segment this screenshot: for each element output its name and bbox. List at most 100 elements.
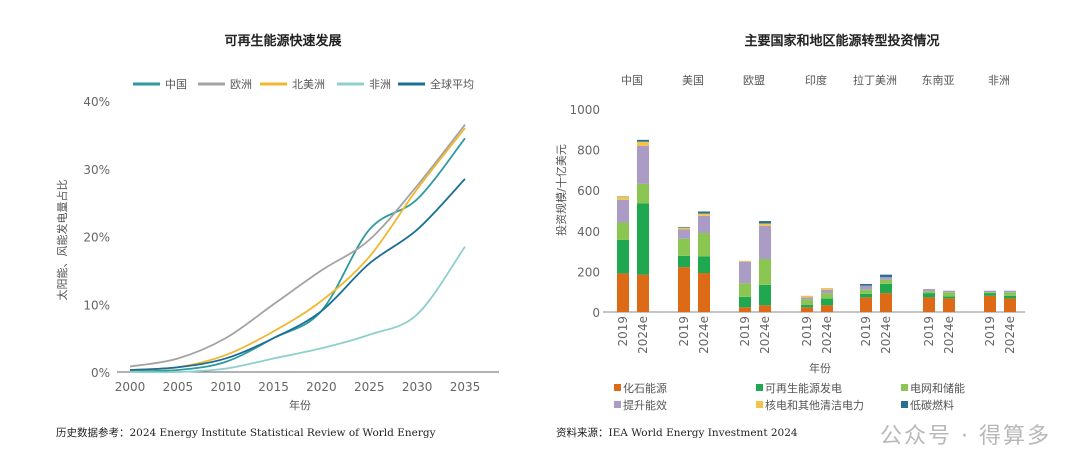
bar-segment [860, 285, 872, 290]
bar-segment [880, 279, 892, 284]
bar-segment [759, 259, 771, 285]
bar-segment [984, 295, 996, 312]
bar-segment [637, 203, 649, 275]
legend-swatch [901, 384, 908, 391]
bar-segment [617, 273, 629, 312]
legend-label: 化石能源 [623, 381, 667, 395]
legend-label: 可再生能源发电 [765, 381, 842, 395]
legend-label: 北美洲 [292, 78, 325, 91]
left-y-tick: 30% [83, 163, 110, 177]
left-y-tick: 0% [91, 366, 110, 380]
bar-category-label: 2019 [616, 316, 630, 347]
right-y-label: 投资规模/十亿美元 [554, 144, 568, 236]
legend-swatch [614, 401, 621, 408]
bar-segment [637, 141, 649, 146]
bar-segment [801, 297, 813, 300]
bar-segment [617, 199, 629, 223]
legend-label: 电网和储能 [910, 381, 965, 395]
watermark: 公众号 · 得算多 [880, 424, 1051, 449]
bar-category-label: 2019 [738, 316, 752, 347]
bar-segment [880, 293, 892, 312]
bar-segment [678, 226, 690, 228]
legend-label: 非洲 [369, 78, 391, 91]
left-y-tick: 10% [83, 298, 110, 312]
bar-segment [860, 297, 872, 312]
bar-segment [1004, 298, 1016, 312]
bar-segment [1004, 295, 1016, 299]
bar-segment [923, 293, 935, 298]
line-series-4 [129, 178, 466, 371]
left-y-tick: 40% [83, 95, 110, 109]
left-y-label: 太阳能、风能发电量占比 [55, 180, 69, 301]
bar-category-label: 2024e [697, 316, 711, 354]
bar-segment [739, 260, 751, 262]
bar-segment [678, 267, 690, 312]
bar-category-label: 2024e [942, 316, 956, 354]
left-x-tick: 2005 [163, 380, 194, 394]
bar-segment [637, 139, 649, 142]
bar-segment [984, 292, 996, 294]
right-y-tick: 800 [577, 144, 600, 158]
legend-swatch [756, 401, 763, 408]
right-chart-title: 主要国家和地区能源转型投资情况 [744, 33, 939, 49]
bar-segment [880, 277, 892, 280]
legend-label: 核电和其他清洁电力 [765, 398, 864, 412]
bar-segment [739, 283, 751, 297]
left-x-tick: 2000 [115, 380, 146, 394]
bar-segment [678, 229, 690, 239]
bar-segment [617, 239, 629, 274]
bar-segment [698, 256, 710, 274]
bar-segment [698, 273, 710, 312]
bar-category-label: 2019 [859, 316, 873, 347]
bar-segment [1004, 292, 1016, 296]
bar-segment [943, 292, 955, 297]
group-label: 东南亚 [922, 74, 955, 87]
legend-swatch [901, 401, 908, 408]
bar-category-label: 2024e [636, 316, 650, 354]
group-label: 美国 [682, 74, 704, 87]
bar-segment [801, 299, 813, 305]
bar-category-label: 2019 [983, 316, 997, 347]
legend-label: 全球平均 [430, 77, 474, 91]
bar-segment [860, 289, 872, 294]
left-x-tick: 2030 [402, 380, 433, 394]
left-x-tick: 2025 [354, 380, 385, 394]
group-label: 拉丁美洲 [853, 73, 897, 87]
bar-segment [923, 289, 935, 292]
left-chart-title: 可再生能源快速发展 [224, 33, 342, 49]
group-label: 非洲 [988, 74, 1010, 87]
bar-segment [759, 305, 771, 312]
bar-segment [617, 222, 629, 240]
left-chart-source: 历史数据参考：2024 Energy Institute Statistical… [56, 427, 436, 439]
right-y-tick: 600 [577, 184, 600, 198]
line-series-3 [129, 246, 466, 374]
bar-segment [821, 288, 833, 290]
left-y-tick: 20% [83, 231, 110, 245]
legend-label: 欧洲 [230, 78, 252, 91]
bar-segment [801, 304, 813, 308]
bar-segment [678, 227, 690, 230]
right-y-tick: 1000 [569, 103, 600, 117]
bar-segment [637, 183, 649, 204]
right-y-tick: 0 [592, 306, 600, 320]
bar-segment [984, 293, 996, 296]
bar-segment [943, 298, 955, 312]
bar-segment [880, 283, 892, 294]
bar-segment [801, 307, 813, 312]
bar-segment [943, 290, 955, 293]
legend-swatch [614, 384, 621, 391]
bar-segment [617, 196, 629, 200]
right-y-tick: 200 [577, 265, 600, 279]
bar-category-label: 2024e [879, 316, 893, 354]
bar-segment [698, 233, 710, 257]
bar-segment [698, 213, 710, 216]
bar-segment [821, 289, 833, 294]
line-series-2 [129, 127, 466, 371]
bar-category-label: 2024e [758, 316, 772, 354]
group-label: 印度 [805, 73, 827, 87]
legend-label: 低碳燃料 [910, 398, 954, 412]
bar-segment [821, 305, 833, 312]
bar-segment [1004, 290, 1016, 293]
bar-segment [943, 296, 955, 299]
